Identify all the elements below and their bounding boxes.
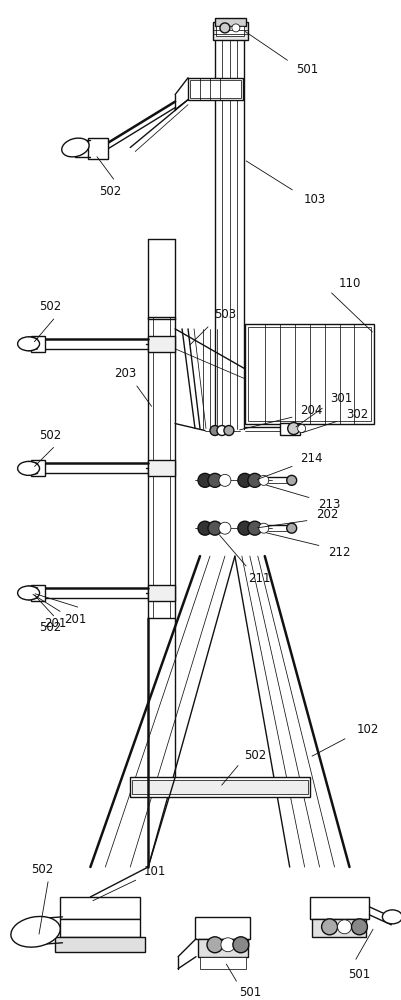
- Text: 103: 103: [303, 193, 325, 206]
- Bar: [215, 26, 243, 36]
- Circle shape: [321, 919, 337, 935]
- Bar: [130, 777, 309, 797]
- Circle shape: [231, 24, 239, 32]
- Bar: [311, 919, 366, 937]
- Circle shape: [217, 426, 226, 436]
- Text: 502: 502: [31, 863, 54, 876]
- Bar: [148, 336, 175, 352]
- Text: 102: 102: [355, 723, 378, 736]
- Circle shape: [237, 521, 251, 535]
- Bar: [30, 460, 45, 476]
- Text: 204: 204: [300, 404, 322, 417]
- Text: 302: 302: [346, 408, 368, 421]
- Text: 501: 501: [347, 968, 370, 981]
- Circle shape: [219, 23, 229, 33]
- Bar: [279, 423, 299, 435]
- Text: 101: 101: [144, 865, 166, 878]
- Bar: [132, 780, 307, 794]
- Circle shape: [221, 938, 234, 952]
- Text: 211: 211: [248, 572, 270, 585]
- Circle shape: [198, 473, 211, 487]
- Text: 212: 212: [328, 546, 350, 559]
- Circle shape: [286, 523, 296, 533]
- Bar: [55, 937, 145, 952]
- Text: 110: 110: [338, 277, 360, 290]
- Bar: [148, 460, 175, 476]
- Circle shape: [350, 919, 367, 935]
- Ellipse shape: [18, 586, 39, 600]
- Bar: [200, 957, 245, 969]
- Circle shape: [258, 475, 268, 485]
- Bar: [190, 80, 240, 98]
- Circle shape: [337, 920, 350, 934]
- Bar: [244, 324, 373, 424]
- Bar: [188, 78, 242, 100]
- Bar: [215, 18, 245, 26]
- Bar: [309, 897, 369, 919]
- Text: 502: 502: [243, 749, 265, 762]
- Bar: [247, 327, 371, 421]
- Text: 203: 203: [114, 367, 136, 380]
- Circle shape: [223, 426, 233, 436]
- Text: 502: 502: [39, 300, 61, 313]
- Bar: [198, 939, 247, 957]
- Text: 214: 214: [300, 452, 322, 465]
- Ellipse shape: [11, 916, 60, 947]
- Circle shape: [207, 473, 221, 487]
- Circle shape: [232, 937, 248, 953]
- Bar: [194, 917, 249, 939]
- Circle shape: [258, 523, 268, 533]
- Circle shape: [237, 473, 251, 487]
- Circle shape: [287, 423, 299, 435]
- Bar: [88, 138, 108, 159]
- Bar: [30, 336, 45, 352]
- Text: 201: 201: [44, 617, 67, 630]
- Ellipse shape: [18, 461, 39, 475]
- Text: 301: 301: [330, 392, 352, 405]
- Circle shape: [207, 521, 221, 535]
- Circle shape: [247, 521, 261, 535]
- Circle shape: [297, 425, 305, 433]
- Circle shape: [198, 521, 211, 535]
- Bar: [148, 317, 175, 618]
- Text: 201: 201: [64, 613, 86, 626]
- Ellipse shape: [18, 337, 39, 351]
- Text: 502: 502: [99, 185, 121, 198]
- Bar: [213, 22, 247, 40]
- Bar: [60, 919, 140, 937]
- Text: 503: 503: [213, 308, 235, 321]
- Text: 213: 213: [318, 498, 340, 511]
- Text: 202: 202: [316, 508, 338, 521]
- Ellipse shape: [62, 138, 89, 157]
- Text: 502: 502: [39, 621, 61, 634]
- Circle shape: [209, 426, 219, 436]
- Circle shape: [219, 474, 230, 486]
- Bar: [148, 585, 175, 601]
- Ellipse shape: [381, 910, 401, 924]
- Circle shape: [207, 937, 223, 953]
- Text: 501: 501: [296, 63, 318, 76]
- Text: 501: 501: [238, 986, 260, 999]
- Bar: [60, 897, 140, 919]
- Circle shape: [286, 475, 296, 485]
- Circle shape: [247, 473, 261, 487]
- Circle shape: [219, 522, 230, 534]
- Bar: [30, 585, 45, 601]
- Text: 502: 502: [39, 429, 61, 442]
